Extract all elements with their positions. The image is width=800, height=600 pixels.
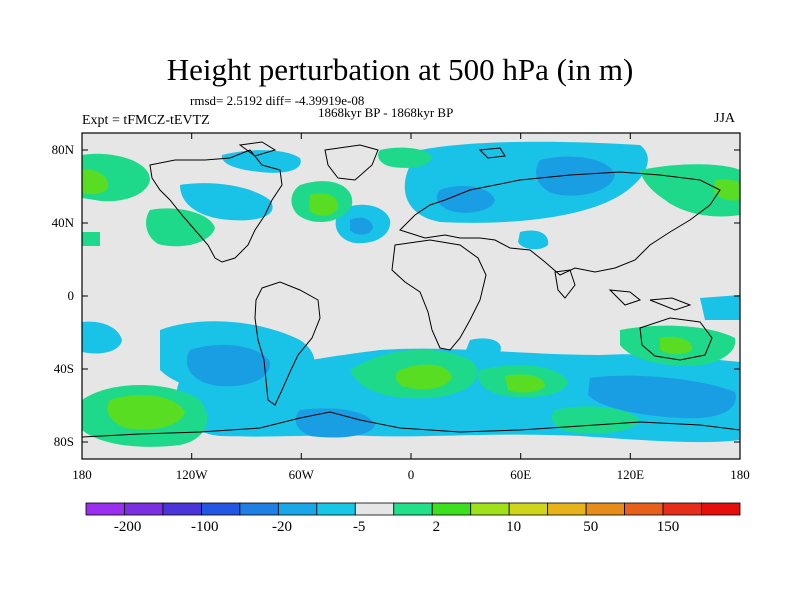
colorbar-label: -100 — [191, 519, 219, 535]
period-label: 1868kyr BP - 1868kyr BP — [318, 105, 454, 120]
x-tick-label: 0 — [407, 467, 415, 482]
stats-line: rmsd= 2.5192 diff= -4.39919e-08 — [190, 93, 365, 108]
colorbar-swatch — [701, 502, 741, 516]
y-tick-label: 0 — [67, 288, 75, 303]
y-tick-label: 40N — [51, 215, 74, 230]
colorbar-swatch — [431, 502, 472, 516]
negative-mid-regions — [186, 156, 736, 438]
colorbar-swatch — [162, 502, 202, 516]
colorbar-swatch — [201, 502, 241, 516]
tick-marks — [81, 133, 741, 459]
colorbar-label: 50 — [583, 519, 599, 535]
x-tick-label: 60W — [288, 467, 314, 482]
y-tick-label: 40S — [53, 361, 74, 376]
colorbar-label: 10 — [506, 519, 522, 535]
colorbar-swatch — [662, 502, 702, 516]
colorbar-swatch — [354, 502, 395, 516]
colorbar-swatch — [585, 502, 625, 516]
x-tick-label: 180 — [72, 467, 92, 482]
colorbar-label: -5 — [352, 519, 366, 535]
colorbar-label: -20 — [272, 519, 292, 535]
colorbar-swatch — [547, 502, 587, 516]
coastlines — [82, 141, 740, 438]
colorbar-label: 2 — [432, 519, 441, 535]
colorbar-label: 150 — [656, 519, 680, 535]
colorbar-swatch — [624, 502, 664, 516]
colorbar-swatch — [277, 502, 318, 516]
positive-mid-regions — [82, 169, 740, 430]
x-tick-label: 120W — [175, 467, 208, 482]
y-tick-label: 80N — [51, 142, 74, 157]
colorbar-swatch — [508, 502, 549, 516]
colorbar-swatch — [239, 502, 279, 516]
x-tick-label: 120E — [616, 467, 645, 482]
y-tick-label: 80S — [53, 434, 74, 449]
experiment-label: Expt = tFMCZ-tEVTZ — [82, 113, 210, 128]
x-tick-label: 60E — [510, 467, 532, 482]
colorbar-swatch — [124, 502, 164, 516]
colorbar-swatch — [470, 502, 510, 516]
map-title: Height perturbation at 500 hPa (in m) — [166, 52, 634, 87]
colorbar-swatch — [316, 502, 356, 516]
colorbar-swatch — [85, 502, 125, 516]
colorbar-swatch — [393, 502, 433, 516]
colorbar-label: -200 — [113, 519, 142, 535]
x-tick-label: 180 — [730, 467, 750, 482]
season-label: JJA — [714, 111, 736, 126]
